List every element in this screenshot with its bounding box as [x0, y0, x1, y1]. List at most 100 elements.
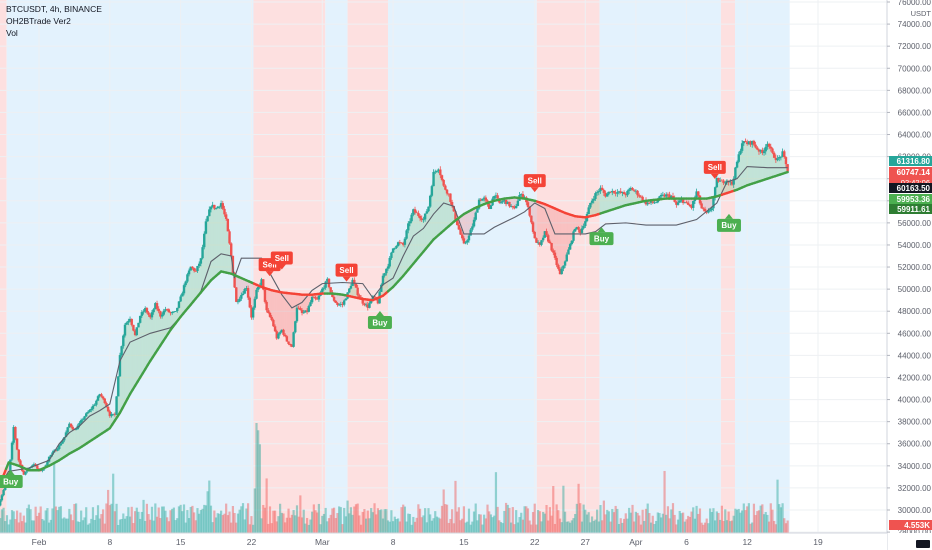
candle-body[interactable]: [391, 248, 395, 253]
candle-body[interactable]: [636, 190, 639, 196]
candle-body[interactable]: [651, 201, 654, 203]
candle-body[interactable]: [348, 288, 351, 293]
candle-body[interactable]: [469, 229, 472, 236]
candle-body[interactable]: [376, 300, 380, 304]
candle-body[interactable]: [196, 266, 199, 272]
candle-body[interactable]: [427, 206, 430, 212]
candle-body[interactable]: [90, 408, 93, 411]
candle-body[interactable]: [639, 196, 643, 198]
candle-body[interactable]: [273, 326, 277, 332]
candle-body[interactable]: [520, 194, 523, 196]
candle-body[interactable]: [555, 257, 558, 266]
candle-body[interactable]: [612, 190, 616, 193]
candle-body[interactable]: [631, 187, 634, 191]
candle-body[interactable]: [752, 140, 756, 145]
candle-body[interactable]: [550, 242, 553, 251]
sell-signal[interactable]: Sell: [703, 160, 726, 179]
candle-body[interactable]: [729, 181, 732, 183]
candle-body[interactable]: [720, 180, 724, 182]
price-tag[interactable]: 59911.61: [889, 204, 932, 214]
candle-body[interactable]: [467, 235, 471, 241]
candle-body[interactable]: [678, 200, 681, 203]
candle-body[interactable]: [130, 318, 133, 325]
sell-signal[interactable]: Sell: [335, 263, 358, 282]
candle-body[interactable]: [754, 144, 757, 148]
candle-body[interactable]: [654, 202, 658, 204]
candle-body[interactable]: [137, 322, 140, 328]
candle-body[interactable]: [101, 396, 105, 399]
candle-body[interactable]: [686, 202, 690, 205]
candle-body[interactable]: [324, 281, 327, 288]
candle-body[interactable]: [671, 195, 675, 199]
candle-body[interactable]: [332, 297, 336, 301]
candle-body[interactable]: [300, 310, 304, 314]
candle-body[interactable]: [570, 240, 574, 245]
candle-body[interactable]: [771, 148, 774, 153]
candle-body[interactable]: [462, 238, 466, 244]
candle-body[interactable]: [493, 196, 496, 199]
candle-body[interactable]: [712, 197, 715, 209]
candle-body[interactable]: [756, 147, 759, 150]
candle-body[interactable]: [708, 210, 712, 211]
candle-body[interactable]: [19, 460, 22, 465]
candle-body[interactable]: [176, 307, 179, 311]
candle-body[interactable]: [106, 406, 110, 412]
candle-body[interactable]: [233, 272, 236, 288]
candle-body[interactable]: [656, 200, 660, 203]
candle-body[interactable]: [150, 312, 154, 318]
candle-body[interactable]: [422, 219, 425, 221]
candle-body[interactable]: [12, 426, 15, 443]
candle-body[interactable]: [594, 193, 597, 199]
price-tag[interactable]: 59953.36: [889, 194, 932, 204]
price-tag[interactable]: 4.553K: [889, 520, 932, 530]
candle-body[interactable]: [417, 212, 420, 216]
candle-body[interactable]: [440, 175, 444, 180]
price-tag[interactable]: 60163.50: [889, 183, 932, 193]
candle-body[interactable]: [432, 171, 435, 187]
candle-body[interactable]: [142, 311, 145, 313]
candle-body[interactable]: [245, 288, 248, 290]
candle-body[interactable]: [344, 298, 348, 301]
candle-body[interactable]: [83, 416, 86, 420]
candle-body[interactable]: [297, 307, 300, 309]
candle-body[interactable]: [673, 198, 676, 202]
candle-body[interactable]: [582, 226, 585, 229]
candle-body[interactable]: [477, 199, 481, 209]
candle-body[interactable]: [496, 195, 499, 199]
candle-body[interactable]: [710, 208, 713, 211]
candle-body[interactable]: [482, 197, 486, 199]
candle-body[interactable]: [597, 191, 601, 193]
candle-body[interactable]: [256, 286, 260, 290]
candle-body[interactable]: [560, 268, 563, 275]
candle-body[interactable]: [702, 208, 705, 210]
candle-body[interactable]: [762, 151, 766, 154]
candle-body[interactable]: [120, 346, 123, 356]
candle-body[interactable]: [108, 411, 112, 417]
candle-body[interactable]: [479, 199, 482, 201]
candle-body[interactable]: [676, 202, 680, 205]
candle-body[interactable]: [337, 304, 341, 306]
symbol-label[interactable]: BTCUSDT, 4h, BINANCE: [6, 4, 102, 14]
candle-body[interactable]: [567, 249, 570, 255]
candle-body[interactable]: [388, 257, 391, 267]
candle-body[interactable]: [81, 419, 85, 421]
candle-body[interactable]: [690, 206, 693, 208]
candle-body[interactable]: [552, 250, 555, 253]
candle-body[interactable]: [316, 298, 319, 300]
candle-body[interactable]: [595, 192, 599, 194]
candle-body[interactable]: [545, 231, 548, 236]
candle-body[interactable]: [717, 178, 720, 182]
candle-body[interactable]: [499, 202, 503, 204]
candle-body[interactable]: [565, 254, 568, 262]
candle-body[interactable]: [206, 216, 209, 222]
candle-body[interactable]: [47, 456, 51, 462]
candle-body[interactable]: [629, 187, 633, 190]
candle-body[interactable]: [211, 204, 214, 207]
candle-body[interactable]: [213, 204, 216, 209]
candle-body[interactable]: [386, 266, 390, 269]
candle-body[interactable]: [289, 343, 292, 346]
candle-body[interactable]: [262, 279, 265, 290]
candle-body[interactable]: [779, 156, 783, 158]
candle-body[interactable]: [764, 146, 767, 152]
candle-body[interactable]: [494, 195, 498, 197]
